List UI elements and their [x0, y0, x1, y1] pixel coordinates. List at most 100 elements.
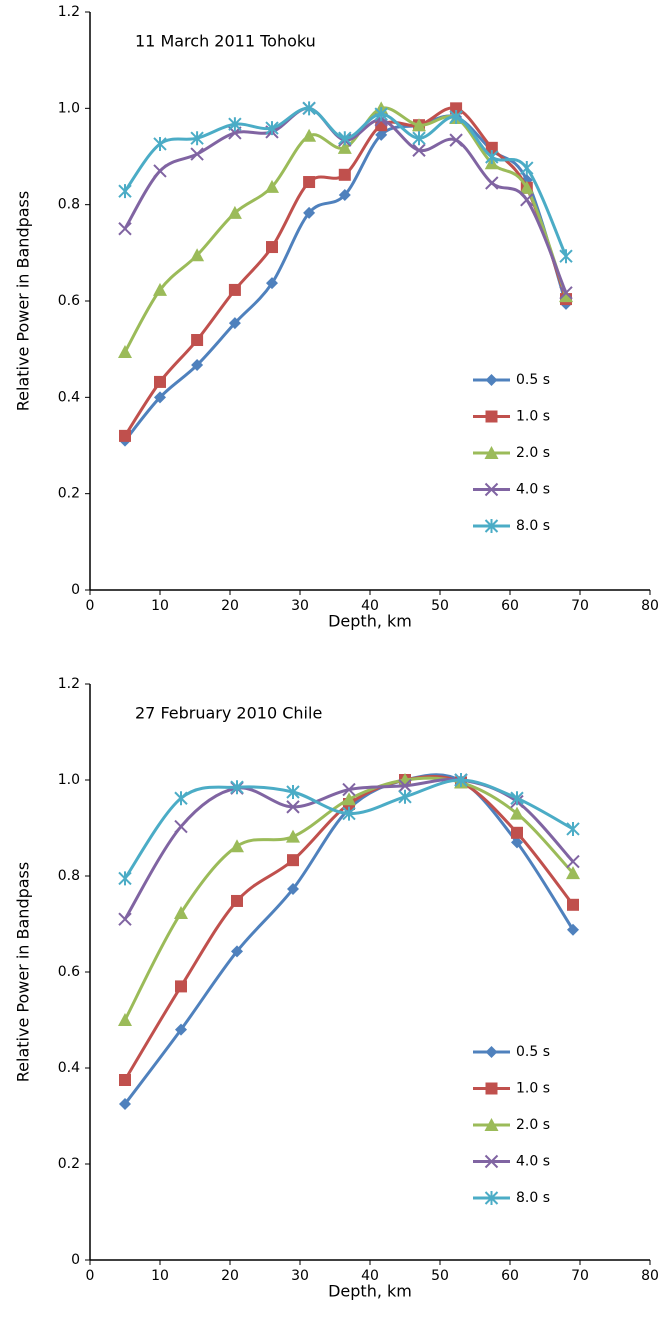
legend-label: 8.0 s	[516, 518, 550, 534]
marker	[303, 206, 316, 219]
marker	[449, 110, 463, 125]
marker	[153, 136, 167, 151]
marker	[398, 789, 412, 804]
y-tick-label: 0.2	[58, 1156, 80, 1172]
marker	[454, 773, 468, 787]
marker	[174, 791, 188, 806]
marker	[412, 143, 426, 157]
marker	[567, 898, 579, 911]
y-tick-label: 1.2	[58, 676, 80, 692]
marker	[154, 391, 166, 404]
legend-label: 4.0 s	[516, 1154, 550, 1170]
marker	[190, 147, 204, 161]
marker	[118, 1013, 132, 1026]
x-tick-label: 50	[431, 1268, 449, 1284]
marker	[485, 141, 498, 154]
marker	[302, 128, 317, 142]
marker	[153, 282, 167, 296]
marker	[230, 780, 244, 795]
marker	[266, 241, 278, 254]
marker	[484, 482, 499, 497]
marker	[118, 184, 132, 199]
marker	[559, 286, 573, 300]
marker	[338, 189, 351, 202]
legend-label: 4.0 s	[516, 482, 550, 498]
y-tick-label: 1.2	[58, 4, 80, 20]
marker	[231, 894, 243, 907]
marker	[520, 161, 534, 176]
marker	[566, 866, 580, 880]
marker	[342, 782, 356, 797]
x-tick-label: 70	[571, 1268, 589, 1284]
marker	[118, 871, 132, 886]
marker	[338, 168, 351, 181]
marker	[484, 446, 499, 459]
x-axis-title: Depth, km	[328, 612, 412, 631]
x-tick-label: 0	[86, 1268, 95, 1284]
marker	[265, 179, 279, 193]
marker	[566, 821, 580, 836]
marker	[450, 102, 463, 115]
marker	[511, 836, 523, 849]
marker	[511, 826, 523, 839]
marker	[153, 164, 167, 178]
legend-label: 2.0 s	[516, 1117, 550, 1133]
marker	[485, 149, 499, 164]
marker	[119, 1098, 131, 1110]
marker	[287, 854, 299, 867]
marker	[510, 791, 524, 806]
legend-label: 0.5 s	[516, 1044, 550, 1060]
y-tick-label: 1.0	[58, 772, 80, 788]
marker	[227, 205, 242, 219]
x-tick-label: 70	[571, 598, 589, 614]
marker	[412, 118, 426, 132]
line	[123, 775, 575, 1081]
marker	[485, 1046, 498, 1058]
marker	[559, 289, 573, 303]
marker	[228, 283, 241, 296]
legend-label: 1.0 s	[516, 409, 550, 425]
marker	[302, 101, 316, 116]
marker	[485, 410, 498, 423]
marker	[190, 131, 204, 146]
x-tick-label: 60	[501, 598, 519, 614]
marker	[191, 334, 204, 347]
legend-label: 2.0 s	[516, 445, 550, 461]
marker	[519, 180, 534, 194]
marker	[449, 133, 463, 147]
legend-label: 1.0 s	[516, 1081, 550, 1097]
x-tick-label: 10	[151, 598, 169, 614]
chart-title: 27 February 2010 Chile	[135, 704, 322, 723]
marker	[338, 131, 352, 146]
marker	[520, 193, 534, 207]
marker	[230, 839, 244, 853]
y-axis-title: Relative Power in Bandpass	[14, 862, 33, 1082]
marker	[484, 1118, 499, 1131]
marker	[154, 375, 166, 388]
marker	[228, 117, 242, 132]
marker	[303, 176, 316, 189]
y-tick-label: 0.4	[58, 1060, 80, 1076]
marker	[412, 131, 426, 146]
line	[123, 114, 568, 442]
marker	[374, 107, 388, 122]
marker	[559, 249, 573, 264]
chart-title: 11 March 2011 Tohoku	[135, 32, 316, 51]
marker	[175, 980, 187, 993]
x-axis-title: Depth, km	[328, 1282, 412, 1301]
y-tick-label: 0.8	[58, 197, 80, 213]
marker	[510, 806, 524, 820]
marker	[484, 1154, 499, 1169]
marker	[286, 785, 300, 799]
line	[123, 773, 575, 1105]
marker	[118, 345, 132, 359]
x-tick-label: 0	[86, 598, 95, 614]
marker	[398, 779, 412, 793]
y-tick-label: 0	[71, 582, 80, 598]
marker	[228, 317, 241, 330]
y-axis-title: Relative Power in Bandpass	[14, 191, 33, 411]
y-tick-label: 0.2	[58, 486, 80, 502]
marker	[265, 121, 279, 136]
marker	[484, 519, 499, 533]
